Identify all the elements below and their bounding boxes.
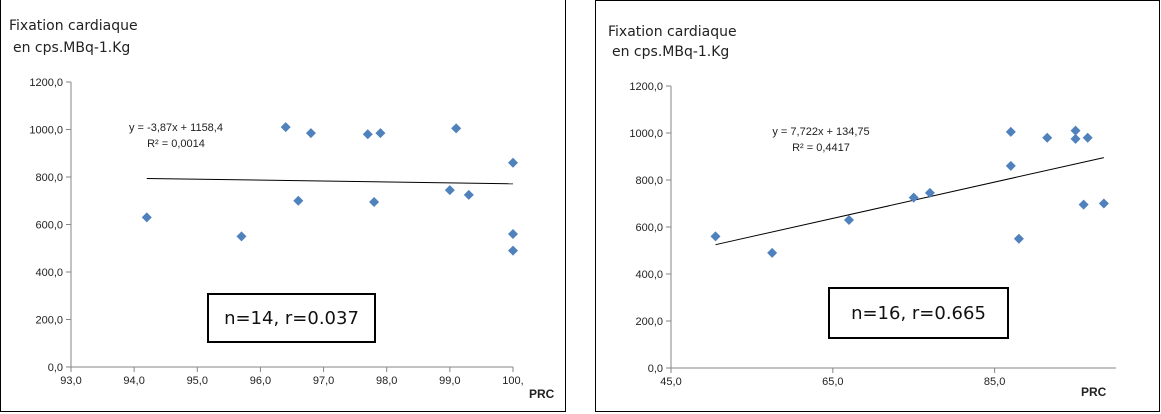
x-tick-label: 98,0	[376, 375, 397, 387]
chart-title-line: en cps.MBq-1.Kg	[612, 44, 729, 60]
data-point	[463, 189, 474, 200]
y-tick-label: 0,0	[648, 363, 663, 375]
x-tick-label: 45,0	[660, 376, 681, 388]
stat-box	[828, 287, 1009, 339]
y-tick-label: 1000,0	[29, 125, 63, 137]
data-point	[908, 192, 919, 203]
data-point	[293, 195, 304, 206]
data-point	[1013, 233, 1024, 244]
scatter-chart-left: Fixation cardiaque en cps.MBq-1.Kg 0,0 200,…	[9, 18, 555, 401]
y-tick-label: 1200,0	[629, 81, 663, 93]
y-tick-label: 1200,0	[29, 77, 63, 89]
data-point	[362, 129, 373, 140]
stat-box	[207, 293, 376, 343]
chart-panel-left: Fixation cardiaque en cps.MBq-1.Kg 0,0 200,…	[0, 0, 566, 412]
y-tick-label: 400,0	[35, 267, 63, 279]
data-point	[451, 123, 462, 134]
x-tick-label: 95,0	[187, 375, 208, 387]
y-tick-label: 200,0	[635, 316, 663, 328]
trendline-equation: y = -3,87x + 1158,4	[129, 122, 223, 134]
x-tick-label: 93,0	[60, 375, 81, 387]
x-axis-title: PRC	[529, 387, 555, 401]
data-point	[141, 212, 152, 223]
x-tick-label: 65,0	[822, 376, 843, 388]
trendline-equation: y = 7,722x + 134,75	[772, 126, 869, 138]
chart-title-line: Fixation cardiaque	[608, 24, 737, 40]
chart-title-line: Fixation cardiaque	[9, 18, 138, 34]
data-point	[375, 128, 386, 139]
y-tick-label: 1000,0	[629, 128, 663, 140]
data-point	[1005, 126, 1016, 137]
y-tick-label: 0,0	[48, 362, 63, 374]
y-tick-label: 600,0	[35, 220, 63, 232]
data-point	[1005, 160, 1016, 171]
x-tick-label: 94,0	[123, 375, 144, 387]
data-point	[305, 128, 316, 139]
stat-label: n=16, r=0.665	[851, 303, 986, 324]
data-point	[508, 245, 518, 256]
y-tick-label: 600,0	[635, 222, 663, 234]
data-point	[710, 231, 721, 242]
data-point	[924, 187, 935, 198]
data-point	[236, 231, 247, 242]
y-tick-label: 400,0	[635, 269, 663, 281]
r-squared-label: R² = 0,4417	[792, 142, 850, 154]
x-tick-label: 99,0	[439, 375, 460, 387]
y-tick-label: 800,0	[635, 175, 663, 187]
data-point	[1082, 132, 1093, 143]
stat-label: n=14, r=0.037	[224, 308, 359, 329]
chart-panel-right: Fixation cardiaque en cps.MBq-1.Kg 0,0 200,…	[595, 0, 1160, 412]
scatter-chart-right: Fixation cardiaque en cps.MBq-1.Kg 0,0 200,…	[608, 24, 1116, 399]
x-axis-title: PRC	[1081, 385, 1107, 399]
y-tick-label: 800,0	[35, 172, 63, 184]
data-point	[767, 247, 778, 258]
y-tick-label: 200,0	[35, 315, 63, 327]
data-point	[844, 214, 854, 225]
data-point	[1070, 133, 1081, 144]
x-tick-label: 100,	[502, 375, 523, 387]
data-point	[444, 185, 455, 196]
x-tick-label: 97,0	[313, 375, 334, 387]
data-point	[1078, 199, 1089, 210]
data-point	[1070, 125, 1081, 136]
trendline	[146, 177, 514, 185]
trendline	[715, 157, 1104, 246]
x-tick-label: 85,0	[984, 376, 1005, 388]
chart-title-line: en cps.MBq-1.Kg	[13, 40, 130, 56]
data-point	[369, 196, 380, 207]
data-point	[508, 229, 518, 239]
data-point	[508, 157, 518, 168]
data-point	[1042, 132, 1053, 143]
data-point	[280, 122, 291, 133]
r-squared-label: R² = 0,0014	[147, 138, 205, 150]
x-tick-label: 96,0	[250, 375, 271, 387]
data-point	[1098, 198, 1109, 209]
